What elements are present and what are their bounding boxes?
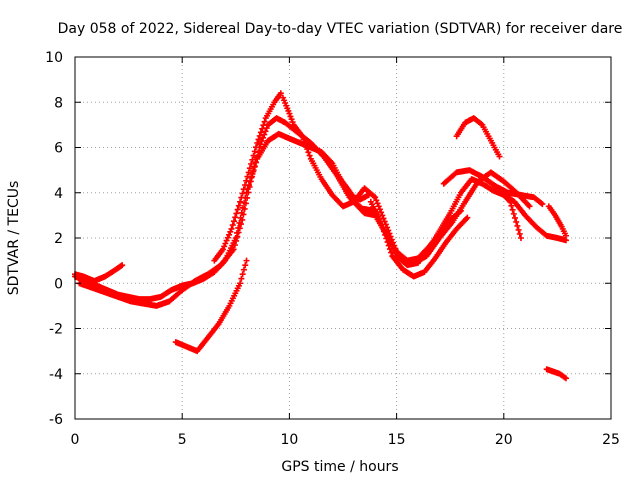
x-tick-label: 20 (495, 432, 513, 448)
x-tick-label: 0 (71, 432, 80, 448)
point-markers (453, 115, 503, 160)
x-tick-label: 25 (602, 432, 620, 448)
point-markers (543, 366, 569, 382)
point-markers (211, 90, 284, 264)
y-tick-label: 10 (45, 50, 63, 66)
point-markers (545, 203, 569, 239)
series-track-6 (279, 94, 464, 264)
x-axis-label: GPS time / hours (281, 459, 398, 475)
point-markers (172, 257, 250, 355)
y-tick-label: 8 (54, 95, 63, 111)
y-tick-label: 0 (54, 276, 63, 292)
point-markers (367, 198, 471, 280)
point-markers (279, 94, 464, 264)
y-tick-labels: -6 -4 -2 0 2 4 6 8 10 (45, 50, 611, 428)
series-track-7 (453, 115, 503, 160)
series-track-13 (496, 187, 524, 241)
point-markers (440, 167, 546, 208)
series-track-10 (543, 366, 569, 382)
series-track-5 (211, 90, 284, 264)
point-markers (335, 173, 372, 203)
x-tick-labels: 0 5 10 15 20 25 (71, 57, 620, 448)
y-tick-label: 2 (54, 231, 63, 247)
y-tick-label: -2 (49, 322, 63, 338)
series-track-11 (367, 198, 471, 280)
series-track-9 (545, 203, 569, 239)
series-track-8 (440, 167, 546, 208)
y-tick-label: -4 (49, 367, 63, 383)
y-axis-label: SDTVAR / TECUs (6, 181, 22, 296)
data-points (72, 90, 569, 382)
y-tick-label: -6 (49, 412, 63, 428)
x-tick-label: 10 (280, 432, 298, 448)
x-tick-label: 15 (388, 432, 406, 448)
x-tick-label: 5 (178, 432, 187, 448)
point-markers (496, 187, 524, 241)
y-tick-label: 6 (54, 141, 63, 157)
series-track-12 (335, 173, 372, 203)
y-tick-label: 4 (54, 186, 63, 202)
chart-title: Day 058 of 2022, Sidereal Day-to-day VTE… (58, 21, 623, 37)
series-track-4 (172, 257, 250, 355)
grid-lines (75, 57, 611, 419)
